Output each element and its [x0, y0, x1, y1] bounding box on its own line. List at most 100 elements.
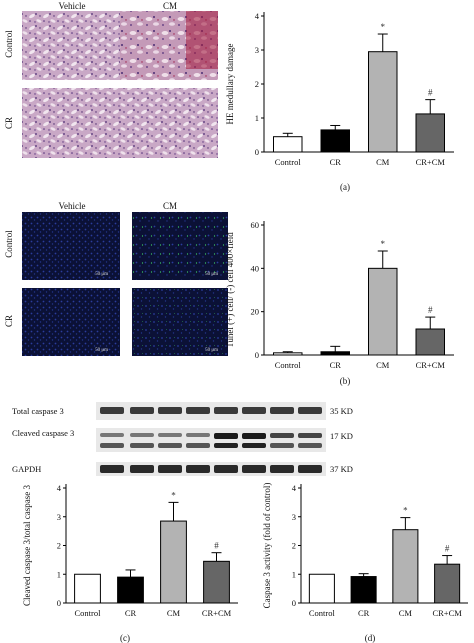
blot-label-gapdh: GAPDH: [12, 464, 41, 474]
bar-b-3: [415, 328, 445, 356]
band-cleaved-lower-5: [242, 443, 266, 448]
band-cleaved-lower-2: [158, 443, 182, 448]
x-tick-label-a-3: CR+CM: [416, 157, 446, 167]
band-cleaved-lower-3: [186, 443, 210, 448]
band-cleaved-upper-7: [298, 433, 322, 438]
band-total-4: [214, 407, 238, 414]
band-cleaved-upper-1: [130, 433, 154, 437]
scale-bar-4: 50 μm: [205, 348, 218, 353]
band-gapdh-1: [130, 465, 154, 473]
bar-c-1: [117, 576, 144, 604]
y-tick-label-b-3: 60: [251, 220, 260, 230]
x-tick-label-d-2: CM: [399, 608, 413, 618]
row-label-cr: CR: [4, 117, 14, 129]
band-cleaved-upper-2: [158, 433, 182, 437]
chart-c: 0 1 2 3 4 Cleaved caspase 3/total caspase 3 Co…: [22, 483, 238, 618]
y-tick-label-c-0: 0: [57, 598, 61, 608]
band-gapdh-0: [100, 465, 124, 473]
col-header-vehicle-b: Vehicle: [59, 201, 86, 211]
micrograph-a-cr-cm: [120, 88, 218, 158]
band-total-7: [298, 407, 322, 414]
band-total-5: [242, 407, 266, 414]
x-tick-label-b-1: CR: [330, 360, 342, 370]
y-tick-label-d-2: 2: [292, 541, 296, 551]
x-tick-label-c-2: CM: [167, 608, 181, 618]
micrograph-a-control-vehicle: [22, 11, 120, 80]
y-axis-label-c: Cleaved caspase 3/total caspase 3: [22, 485, 32, 606]
y-axis-label-d: Caspase 3 activity (fold of control): [262, 483, 272, 609]
x-tick-label-d-1: CR: [358, 608, 370, 618]
y-tick-label-d-0: 0: [292, 598, 296, 608]
col-header-vehicle: Vehicle: [59, 1, 86, 11]
micrograph-b-cr-vehicle: [22, 288, 120, 356]
bar-b-2: [368, 267, 398, 356]
bar-c-2: [160, 520, 187, 604]
bar-d-2: [392, 529, 419, 604]
x-tick-label-a-1: CR: [330, 157, 342, 167]
panel-letter-d: (d): [365, 633, 376, 643]
micrograph-a-cr-vehicle: [22, 88, 120, 158]
significance-d-2: *: [403, 506, 408, 516]
y-tick-label-d-1: 1: [292, 569, 296, 579]
band-gapdh-5: [242, 465, 266, 473]
blot-label-total: Total caspase 3: [12, 406, 64, 416]
micrograph-b-cr-cm: [132, 288, 228, 356]
y-tick-label-b-1: 20: [251, 307, 260, 317]
bar-a-3: [415, 113, 445, 153]
col-header-cm: CM: [163, 1, 177, 11]
band-total-3: [186, 407, 210, 414]
y-tick-label-d-4: 4: [292, 483, 297, 493]
row-label-cr-b: CR: [4, 315, 14, 327]
band-cleaved-upper-5: [242, 433, 266, 439]
band-cleaved-lower-1: [130, 443, 154, 448]
bar-c-0: [74, 573, 101, 604]
band-gapdh-4: [214, 465, 238, 473]
band-cleaved-lower-7: [298, 443, 322, 448]
band-gapdh-2: [158, 465, 182, 473]
y-tick-label-c-4: 4: [57, 483, 62, 493]
blot-strip-cleaved: [96, 428, 326, 452]
y-tick-label-b-0: 0: [255, 350, 259, 360]
y-tick-label-b-2: 40: [251, 263, 260, 273]
bar-charts: 0 1 2 3 4 HE medullary damage Control CR * CM # CR+…: [22, 11, 468, 618]
y-tick-label-a-4: 4: [255, 11, 260, 21]
x-tick-label-d-3: CR+CM: [432, 608, 462, 618]
x-tick-label-c-0: Control: [75, 608, 102, 618]
x-tick-label-b-2: CM: [376, 360, 390, 370]
y-tick-label-c-1: 1: [57, 569, 61, 579]
bar-a-2: [368, 51, 398, 153]
bar-d-1: [350, 576, 377, 604]
bar-d-0: [308, 573, 335, 604]
micrograph-b-control-vehicle: [22, 212, 120, 280]
band-cleaved-upper-3: [186, 433, 210, 437]
panel-letter-b: (b): [340, 376, 351, 386]
band-gapdh-6: [270, 465, 294, 473]
x-tick-label-a-0: Control: [275, 157, 302, 167]
band-cleaved-upper-0: [100, 433, 124, 437]
scale-bar-2: 50 μm: [205, 272, 218, 277]
bar-b-1: [320, 351, 350, 356]
band-cleaved-upper-4: [214, 433, 238, 439]
chart-d: 0 1 2 3 4 Caspase 3 activity (fold of control…: [262, 483, 468, 618]
significance-a-3: #: [428, 88, 433, 98]
x-tick-label-b-0: Control: [275, 360, 302, 370]
x-tick-label-a-2: CM: [376, 157, 390, 167]
y-tick-label-a-1: 1: [255, 113, 259, 123]
row-label-control: Control: [4, 30, 14, 58]
significance-b-3: #: [428, 305, 433, 315]
y-tick-label-c-2: 2: [57, 541, 61, 551]
significance-d-3: #: [445, 544, 450, 554]
col-header-cm-b: CM: [163, 201, 177, 211]
y-axis-label-a: HE medullary damage: [225, 44, 235, 125]
significance-c-2: *: [171, 490, 176, 500]
significance-a-2: *: [381, 22, 386, 32]
band-total-6: [270, 407, 294, 414]
panel-letter-a: (a): [340, 182, 350, 192]
blot-label-cleaved: Cleaved caspase 3: [12, 428, 74, 438]
significance-c-3: #: [214, 541, 219, 551]
bar-c-3: [203, 560, 230, 604]
panel-b-micrographs: Vehicle CM Control CR 50 μm 50 μm 50 μm …: [4, 201, 228, 356]
significance-b-2: *: [381, 239, 386, 249]
hemorrhage-region: [186, 11, 218, 69]
bar-d-3: [434, 563, 461, 604]
